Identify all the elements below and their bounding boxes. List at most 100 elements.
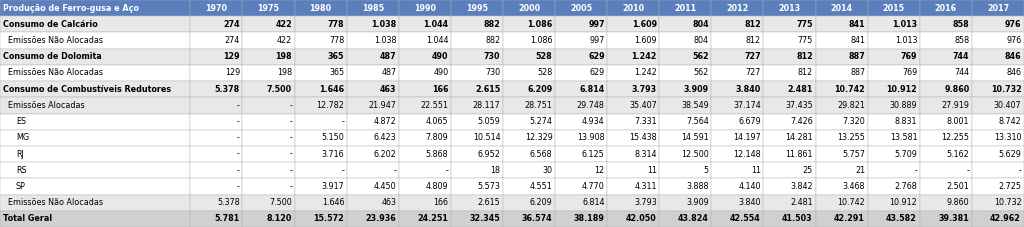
Bar (867, 81, 920, 97)
Bar (0, 211, 190, 227)
Bar (764, 146, 815, 162)
Text: 12.329: 12.329 (524, 133, 553, 142)
Text: 3.842: 3.842 (791, 182, 813, 191)
Bar (972, 195, 1024, 211)
Text: 5.059: 5.059 (477, 117, 501, 126)
Text: 6.209: 6.209 (527, 85, 553, 94)
Text: 198: 198 (276, 69, 292, 77)
Bar (0, 32, 190, 49)
Text: 846: 846 (1005, 52, 1022, 61)
Text: 528: 528 (538, 69, 553, 77)
Bar (451, 195, 503, 211)
Bar (712, 97, 764, 114)
Text: 8.831: 8.831 (895, 117, 918, 126)
Text: 4.770: 4.770 (582, 182, 605, 191)
Text: 29.821: 29.821 (838, 101, 865, 110)
Text: 6.568: 6.568 (530, 150, 553, 158)
Bar (920, 49, 972, 65)
Bar (555, 65, 607, 81)
Bar (867, 0, 920, 16)
Bar (607, 195, 659, 211)
Bar (659, 32, 712, 49)
Text: -: - (238, 182, 240, 191)
Text: Total Geral: Total Geral (3, 214, 52, 223)
Text: 38.189: 38.189 (573, 214, 604, 223)
Bar (815, 195, 867, 211)
Text: 812: 812 (744, 20, 761, 29)
Text: 727: 727 (745, 69, 761, 77)
Bar (920, 211, 972, 227)
Bar (243, 114, 295, 130)
Text: 129: 129 (223, 52, 240, 61)
Text: 5.868: 5.868 (426, 150, 449, 158)
Text: 35.407: 35.407 (629, 101, 656, 110)
Text: 7.426: 7.426 (791, 117, 813, 126)
Text: 12.782: 12.782 (316, 101, 344, 110)
Text: 5.378: 5.378 (217, 198, 240, 207)
Bar (607, 130, 659, 146)
Text: 7.500: 7.500 (267, 85, 292, 94)
Bar (503, 162, 555, 178)
Text: 12.255: 12.255 (941, 133, 970, 142)
Bar (295, 0, 347, 16)
Bar (764, 130, 815, 146)
Text: -: - (341, 166, 344, 175)
Bar (920, 97, 972, 114)
Bar (451, 81, 503, 97)
Bar (815, 211, 867, 227)
Bar (815, 146, 867, 162)
Bar (764, 195, 815, 211)
Text: 198: 198 (275, 52, 292, 61)
Text: -: - (289, 101, 292, 110)
Bar (920, 195, 972, 211)
Text: 13.908: 13.908 (578, 133, 605, 142)
Bar (764, 0, 815, 16)
Text: 25: 25 (803, 166, 813, 175)
Text: 562: 562 (692, 52, 709, 61)
Bar (243, 0, 295, 16)
Text: -: - (238, 166, 240, 175)
Text: 1.242: 1.242 (632, 52, 656, 61)
Bar (867, 195, 920, 211)
Text: 3.888: 3.888 (686, 182, 709, 191)
Bar (295, 178, 347, 195)
Text: Consumo de Calcário: Consumo de Calcário (3, 20, 97, 29)
Bar (555, 32, 607, 49)
Text: -: - (238, 133, 240, 142)
Text: 6.814: 6.814 (580, 85, 605, 94)
Bar (972, 114, 1024, 130)
Bar (815, 114, 867, 130)
Bar (190, 162, 243, 178)
Bar (764, 16, 815, 32)
Bar (190, 0, 243, 16)
Bar (867, 65, 920, 81)
Bar (712, 32, 764, 49)
Bar (347, 146, 398, 162)
Bar (920, 130, 972, 146)
Bar (347, 97, 398, 114)
Text: 42.554: 42.554 (730, 214, 761, 223)
Bar (712, 195, 764, 211)
Bar (347, 65, 398, 81)
Text: SP: SP (16, 182, 26, 191)
Text: 976: 976 (1007, 36, 1022, 45)
Text: 2000: 2000 (518, 4, 540, 13)
Text: -: - (238, 117, 240, 126)
Text: -: - (967, 166, 970, 175)
Bar (398, 114, 451, 130)
Text: MG: MG (16, 133, 29, 142)
Text: Emissões Alocadas: Emissões Alocadas (8, 101, 85, 110)
Bar (659, 146, 712, 162)
Bar (555, 162, 607, 178)
Text: 5.274: 5.274 (529, 117, 553, 126)
Bar (243, 178, 295, 195)
Text: -: - (289, 182, 292, 191)
Bar (347, 32, 398, 49)
Bar (712, 146, 764, 162)
Text: 5.378: 5.378 (215, 85, 240, 94)
Bar (398, 81, 451, 97)
Text: 10.912: 10.912 (887, 85, 918, 94)
Bar (0, 65, 190, 81)
Bar (295, 146, 347, 162)
Bar (607, 162, 659, 178)
